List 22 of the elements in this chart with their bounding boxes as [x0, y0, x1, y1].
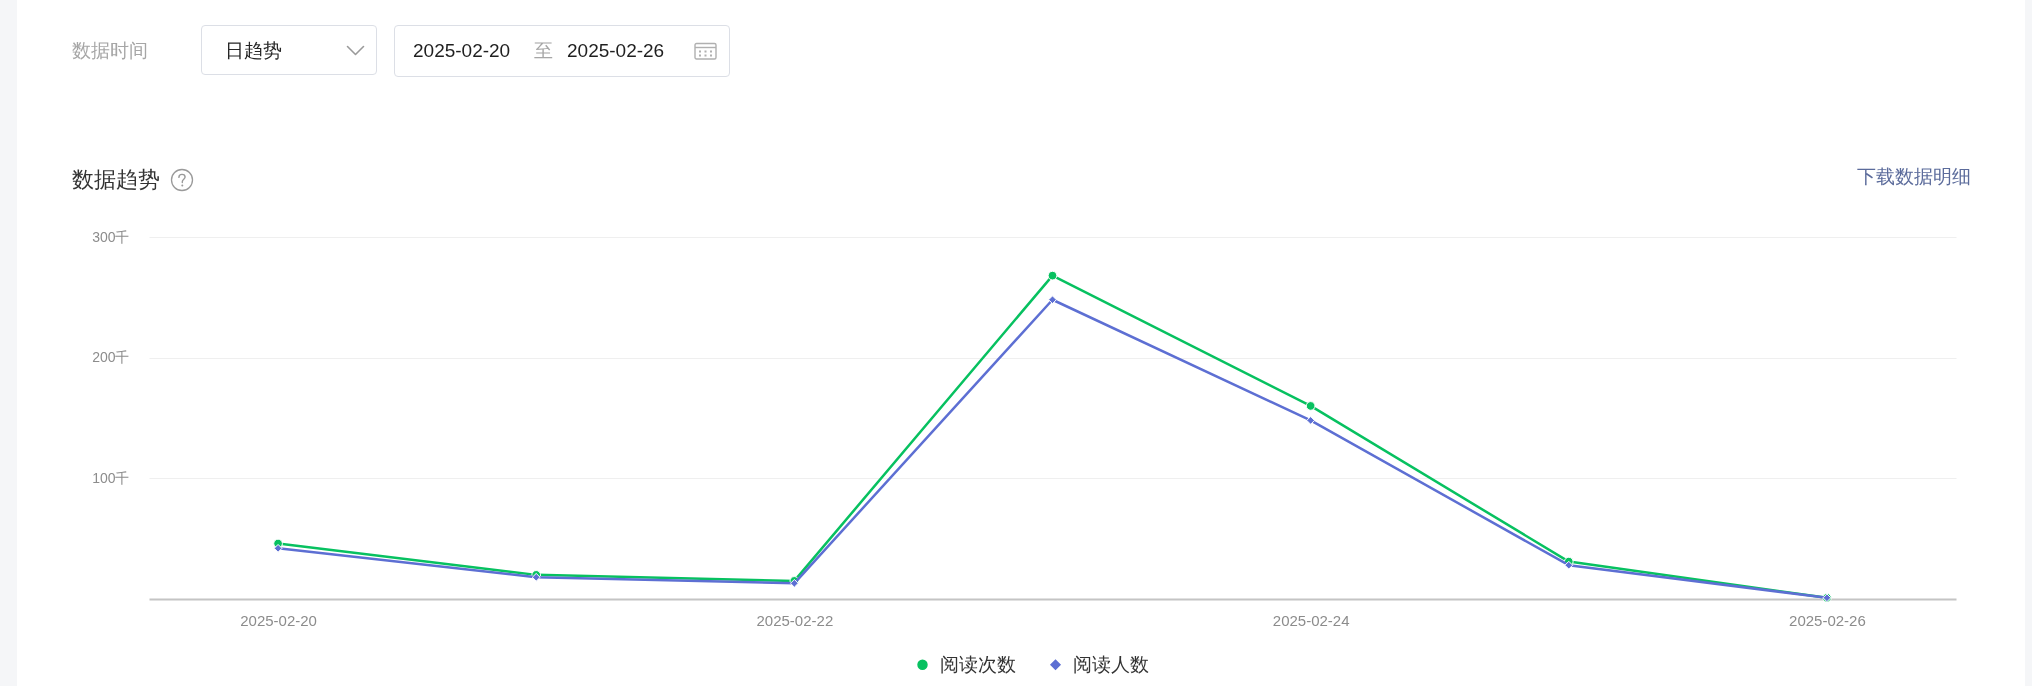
y-tick-label: 300千	[92, 228, 130, 245]
point	[1564, 560, 1574, 570]
text: 至	[534, 39, 553, 61]
text: 日趋势	[225, 39, 282, 61]
x-tick-label: 2025-02-26	[1789, 611, 1866, 629]
point	[273, 543, 283, 553]
point	[1305, 401, 1316, 411]
point	[1048, 295, 1057, 305]
text: 2025-02-26	[567, 39, 665, 61]
y-tick-label: 200千	[92, 349, 130, 366]
text: 下载数据明细	[1857, 165, 1971, 187]
x-tick-label: 2025-02-24	[1272, 611, 1350, 629]
point	[1047, 270, 1058, 281]
text: 2025-02-20	[413, 39, 511, 61]
legend-label: 阅读次数	[940, 653, 1016, 675]
chart-title: 数据趋势	[72, 167, 160, 192]
point	[1306, 416, 1316, 425]
x-tick-label: 2025-02-22	[756, 611, 834, 629]
y-tick-label: 100千	[92, 469, 130, 486]
legend-label: 阅读人数	[1073, 653, 1149, 675]
x-tick-label: 2025-02-20	[240, 611, 317, 629]
text: 数据时间	[72, 39, 148, 61]
